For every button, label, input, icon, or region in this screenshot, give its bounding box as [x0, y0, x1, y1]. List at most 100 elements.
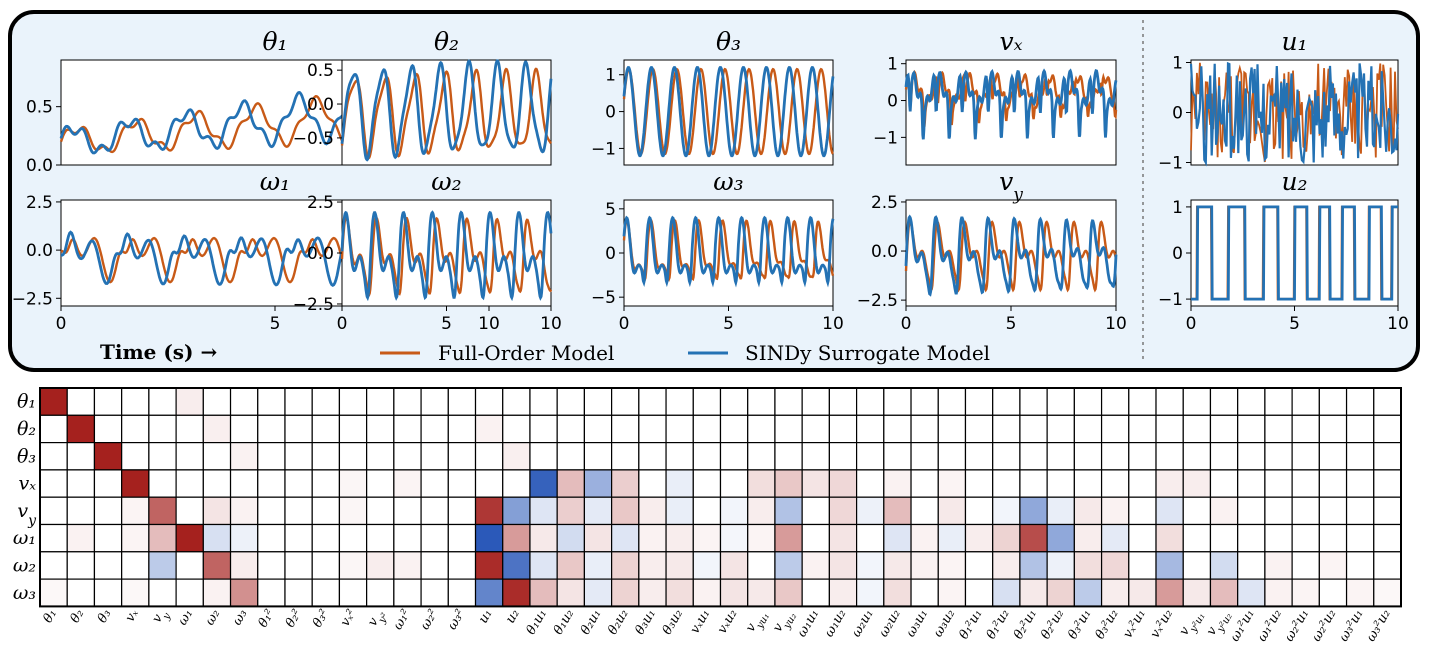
heat-cell — [257, 442, 286, 471]
heat-cell — [937, 551, 967, 580]
heat-cell — [747, 496, 776, 526]
heat-cell — [992, 551, 1021, 580]
heat-cell — [883, 551, 912, 580]
heat-cell — [1345, 442, 1375, 471]
heat-cell — [1046, 469, 1075, 498]
heat-cell — [1155, 414, 1184, 444]
heat-cell — [583, 578, 613, 607]
heat-cell — [474, 442, 504, 471]
heat-cell — [1019, 442, 1048, 471]
ytick-label-omega2: −2.5 — [293, 295, 334, 315]
heat-cell — [66, 387, 96, 416]
heat-cell — [964, 414, 994, 444]
sindy-line-theta3 — [622, 66, 835, 158]
heat-cell — [556, 578, 585, 607]
ytick-label-vx: 0 — [887, 92, 898, 112]
ytick-label-u1: 0 — [1172, 104, 1183, 124]
heat-cell — [338, 469, 368, 498]
heat-cell — [1209, 387, 1239, 416]
ytick-label-omega3: 5 — [605, 200, 616, 220]
heat-cell — [611, 387, 640, 416]
heat-cell — [828, 442, 858, 471]
xtick-label-u2: 10 — [1387, 314, 1409, 334]
heat-cell — [39, 387, 68, 416]
heat-cell — [1209, 442, 1239, 471]
sindy-line-vx — [904, 68, 1118, 140]
sindy-line-vy — [904, 214, 1118, 297]
heat-cell — [1182, 414, 1212, 444]
heat-cell — [474, 414, 504, 444]
heat-cell — [1019, 469, 1048, 498]
xtick-label-vy: 5 — [1006, 314, 1017, 334]
heat-cell — [1237, 442, 1266, 471]
heat-cell — [1209, 496, 1239, 526]
heat-cell — [66, 442, 96, 471]
trajectory-subplots: 0.00.5θ₁−0.50.00.5θ₂−101θ₃−101vₓ−2.50.02… — [12, 27, 1409, 334]
heat-cell — [338, 578, 368, 607]
heat-row-label: θ₂ — [17, 418, 36, 440]
heat-cell — [502, 523, 531, 553]
heat-cell — [1046, 496, 1075, 526]
heat-cell — [93, 387, 123, 416]
heat-cell — [93, 442, 123, 471]
heat-cell — [93, 496, 123, 526]
ytick-label-omega1: 0.0 — [26, 241, 53, 261]
heat-cell — [801, 414, 830, 444]
heat-cell — [801, 551, 830, 580]
heat-col-label: vy²u₁ — [1177, 607, 1208, 641]
heat-col-label: θ₂u₂ — [605, 607, 631, 638]
heat-cell — [393, 442, 422, 471]
heat-cell — [1100, 442, 1130, 471]
heat-cell — [257, 496, 286, 526]
heat-cell — [692, 578, 722, 607]
heat-cell — [1155, 578, 1184, 607]
heat-cell — [1345, 578, 1375, 607]
heat-cell — [529, 387, 558, 416]
heat-col-label: ω₂u₁ — [849, 607, 877, 640]
heat-cell — [202, 469, 232, 498]
heat-cell — [39, 496, 68, 526]
heat-cell — [692, 523, 722, 553]
heat-cell — [638, 578, 667, 607]
heat-cell — [910, 578, 939, 607]
heat-cell — [964, 442, 994, 471]
heat-cell — [665, 551, 694, 580]
ytick-label-u1: −1 — [1158, 154, 1183, 174]
heat-col-label: θ₂u₁ — [578, 607, 604, 638]
heat-cell — [474, 387, 504, 416]
heat-cell — [1182, 551, 1212, 580]
heat-cell — [1318, 578, 1348, 607]
heat-cell — [257, 469, 286, 498]
heat-cell — [366, 551, 395, 580]
heat-cell — [1318, 523, 1348, 553]
heat-cell — [774, 442, 803, 471]
heat-cell — [747, 523, 776, 553]
heat-cell — [420, 414, 449, 444]
heat-cell — [66, 496, 96, 526]
heat-cell — [801, 442, 830, 471]
heat-col-label: θ₁²u₂ — [984, 607, 1013, 642]
heat-cell — [39, 414, 68, 444]
heat-cell — [910, 414, 939, 444]
heat-cell — [1046, 414, 1075, 444]
heat-cell — [311, 551, 341, 580]
heat-cell — [311, 387, 341, 416]
heat-cell — [1291, 442, 1320, 471]
heat-cell — [1182, 442, 1212, 471]
heat-cell — [910, 387, 939, 416]
heat-cell — [529, 469, 558, 498]
heat-cell — [66, 551, 96, 580]
subplot-title-omega2: ω₂ — [431, 167, 461, 196]
heat-cell — [992, 578, 1021, 607]
heat-cell — [39, 551, 68, 580]
heat-cell — [1264, 523, 1293, 553]
heat-cell — [1264, 496, 1293, 526]
sindy-line-u1 — [1189, 61, 1400, 167]
heat-col-label: vy — [149, 607, 173, 628]
heat-col-label: ω₂²u₂ — [1309, 607, 1339, 644]
full-order-line-theta3 — [622, 67, 834, 156]
heat-col-label: ω₂ — [202, 607, 223, 628]
heat-cell — [719, 551, 749, 580]
heat-cell — [1373, 523, 1402, 553]
heat-cell — [1019, 496, 1048, 526]
